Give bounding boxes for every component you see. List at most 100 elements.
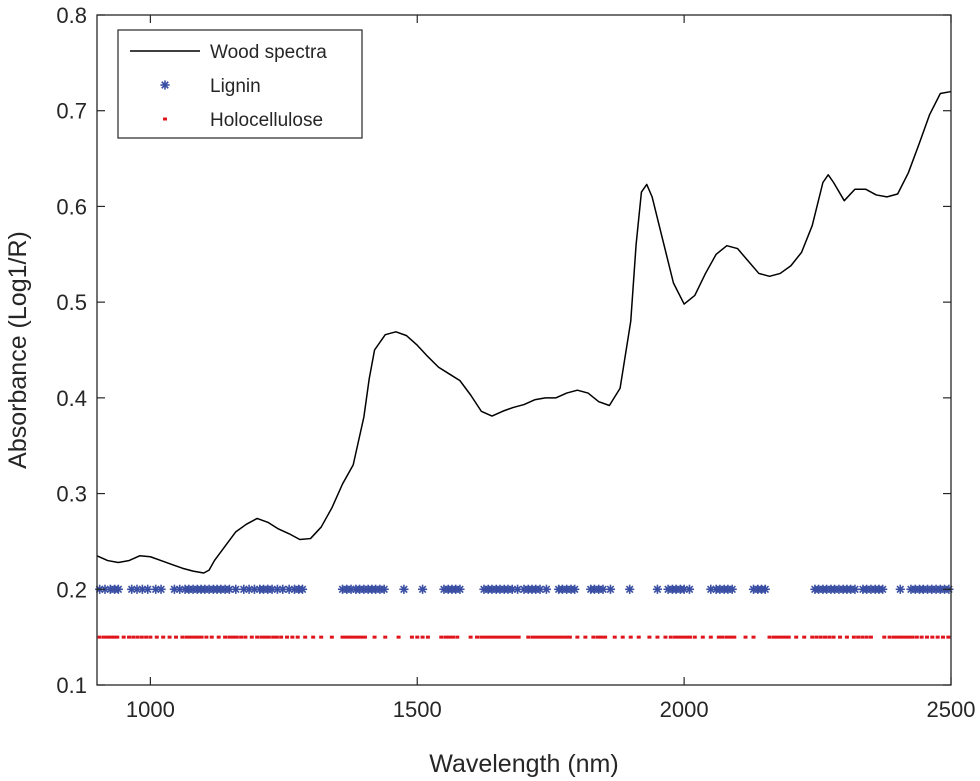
holocellulose-point xyxy=(295,635,300,639)
lignin-point xyxy=(231,584,241,594)
holocellulose-point xyxy=(311,635,316,639)
line-layer xyxy=(96,90,952,574)
holocellulose-point xyxy=(184,635,189,639)
legend-swatch-lignin xyxy=(160,80,170,90)
holocellulose-point xyxy=(127,635,132,639)
holocellulose-point xyxy=(668,635,673,639)
lignin-point xyxy=(379,584,389,594)
lignin-point xyxy=(625,584,635,594)
lignin-point xyxy=(297,584,308,594)
holocellulose-point xyxy=(647,635,652,639)
x-tick-label: 1500 xyxy=(393,697,442,722)
holocellulose-point xyxy=(204,635,209,639)
holocellulose-point xyxy=(144,635,149,639)
holocellulose-point xyxy=(771,635,776,639)
lignin-point xyxy=(143,584,153,594)
holocellulose-point xyxy=(359,635,364,639)
holocellulose-point xyxy=(451,635,456,639)
holocellulose-point xyxy=(720,635,725,639)
holocellulose-point xyxy=(818,635,823,639)
holocellulose-point xyxy=(891,635,896,639)
lignin-point xyxy=(570,584,580,594)
holocellulose-point xyxy=(501,635,506,639)
holocellulose-point xyxy=(914,635,919,639)
holocellulose-point xyxy=(868,635,873,639)
holocellulose-point xyxy=(234,635,239,639)
ticks-layer: 1000 1500 2000 2500 0.1 0.2 0.3 0.4 0.5 0.6 0.7 0.8 xyxy=(56,3,975,722)
holocellulose-point xyxy=(603,635,608,639)
holocellulose-point xyxy=(827,635,832,639)
holocellulose-point xyxy=(497,635,502,639)
holocellulose-point xyxy=(940,635,945,639)
holocellulose-point xyxy=(732,635,737,639)
lignin-point xyxy=(113,584,123,594)
holocellulose-point xyxy=(425,635,430,639)
holocellulose-point xyxy=(231,635,236,639)
holocellulose-point xyxy=(538,635,543,639)
y-tick-label: 0.8 xyxy=(56,3,87,28)
holocellulose-point xyxy=(239,635,244,639)
holocellulose-point xyxy=(620,635,625,639)
holocellulose-point xyxy=(188,635,193,639)
holocellulose-point xyxy=(526,635,531,639)
holocellulose-point xyxy=(479,635,484,639)
holocellulose-point xyxy=(216,635,221,639)
holocellulose-point xyxy=(101,635,106,639)
holocellulose-point xyxy=(549,635,554,639)
holocellulose-point xyxy=(680,635,685,639)
lignin-point xyxy=(684,584,695,594)
holocellulose-point xyxy=(112,635,117,639)
holocellulose-point xyxy=(512,635,517,639)
x-axis-label: Wavelength (nm) xyxy=(429,750,618,778)
holocellulose-point xyxy=(575,635,580,639)
holocellulose-point xyxy=(552,635,557,639)
holocellulose-point xyxy=(910,635,915,639)
holocellulose-point xyxy=(290,635,295,639)
holocellulose-point xyxy=(612,635,617,639)
holocellulose-point xyxy=(362,635,367,639)
holocellulose-point xyxy=(249,635,254,639)
lignin-point xyxy=(760,584,770,594)
legend-label: Holocellulose xyxy=(210,110,323,131)
lignin-point xyxy=(156,584,166,594)
holocellulose-point xyxy=(319,635,324,639)
holocellulose-point xyxy=(121,635,126,639)
holocellulose-point xyxy=(541,635,546,639)
holocellulose-point xyxy=(161,635,166,639)
holocellulose-point xyxy=(856,635,861,639)
holocellulose-point xyxy=(396,635,401,639)
holocellulose-point xyxy=(271,635,276,639)
holocellulose-point xyxy=(490,635,495,639)
holocellulose-point xyxy=(724,635,729,639)
holocellulose-point xyxy=(329,635,334,639)
holocellulose-point xyxy=(743,635,748,639)
holocellulose-point xyxy=(560,635,565,639)
y-tick-label: 0.6 xyxy=(56,194,87,219)
lignin-point xyxy=(399,584,409,594)
holocellulose-point xyxy=(946,635,951,639)
legend-label: Wood spectra xyxy=(210,42,327,63)
holocellulose-point xyxy=(919,635,924,639)
holocellulose-point xyxy=(899,635,904,639)
holocellulose-point xyxy=(595,635,600,639)
holocellulose-point xyxy=(105,635,110,639)
holocellulose-point xyxy=(823,635,828,639)
holocellulose-point xyxy=(263,635,268,639)
lignin-point xyxy=(455,584,465,594)
holocellulose-point xyxy=(173,635,178,639)
lignin-point xyxy=(541,584,552,594)
holocellulose-point xyxy=(154,635,159,639)
holocellulose-point xyxy=(837,635,842,639)
holocellulose-point xyxy=(409,635,414,639)
holocellulose-point xyxy=(583,635,588,639)
holocellulose-point xyxy=(687,635,692,639)
holocellulose-point xyxy=(285,635,290,639)
holocellulose-point xyxy=(751,635,756,639)
holocellulose-point xyxy=(860,635,865,639)
holocellulose-point xyxy=(192,635,197,639)
wood-spectra-line xyxy=(96,90,952,574)
holocellulose-point xyxy=(180,635,185,639)
holocellulose-point xyxy=(486,635,491,639)
holocellulose-point xyxy=(556,635,561,639)
holocellulose-point xyxy=(347,635,352,639)
